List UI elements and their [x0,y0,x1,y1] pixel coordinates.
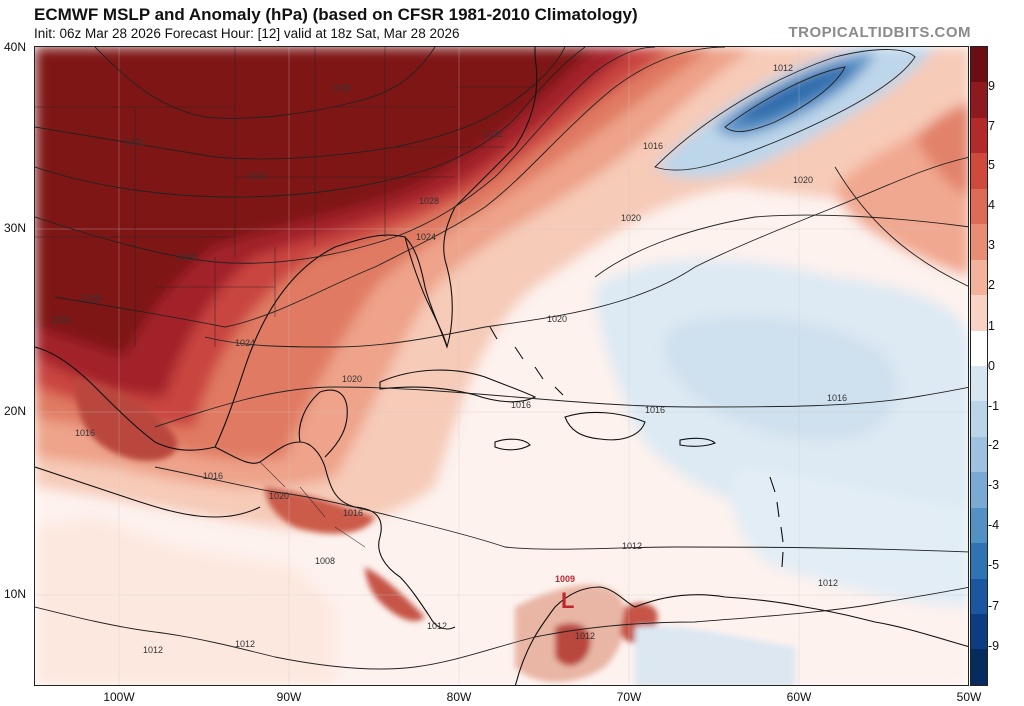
svg-text:1020: 1020 [793,175,813,185]
colorbar-tick-label: -5 [988,558,1000,572]
svg-text:1020: 1020 [269,491,289,501]
lat-label-30n: 30N [4,221,27,235]
isobar-labels: 1036 1032 1032 1032 1028 1028 1028 1024 … [51,63,847,655]
colorbar-swatch [971,614,987,650]
svg-text:1020: 1020 [547,314,567,324]
colorbar-tick-label: -4 [988,518,1000,532]
svg-text:1009: 1009 [555,574,575,584]
anomaly-colorbar [970,46,1020,686]
colorbar-swatch [971,578,987,614]
colorbar-tick-label: -2 [988,438,1000,452]
svg-text:1032: 1032 [483,129,503,139]
source-watermark[interactable]: TROPICALTIDBITS.COM [788,24,971,41]
lon-label-70w: 70W [616,690,642,704]
svg-text:L: L [561,588,574,613]
colorbar-swatch [971,117,987,154]
anomaly-shading [35,47,968,685]
colorbar-tick-label: 7 [988,119,995,133]
svg-text:1008: 1008 [315,556,335,566]
svg-text:1032: 1032 [247,171,267,181]
svg-text:1024: 1024 [416,232,436,242]
colorbar-swatch [971,436,987,473]
anomaly-map: 1036 1032 1032 1032 1028 1028 1028 1024 … [34,46,969,686]
colorbar-tick-label: 0 [988,359,995,373]
svg-text:1016: 1016 [75,428,95,438]
map-canvas: 1036 1032 1032 1032 1028 1028 1028 1024 … [35,47,968,685]
map-title: ECMWF MSLP and Anomaly (hPa) (based on C… [34,5,638,24]
svg-text:1016: 1016 [643,141,663,151]
lon-label-80w: 80W [446,690,472,704]
lon-label-50w: 50W [956,690,982,704]
terrain-anomaly [75,377,795,685]
svg-text:1012: 1012 [575,631,595,641]
colorbar-swatch [971,365,987,402]
colorbar-swatch [971,472,987,508]
colorbar-tick-label: -7 [988,599,1000,613]
svg-text:1012: 1012 [143,645,163,655]
svg-text:1012: 1012 [622,541,642,551]
lon-label-100w: 100W [103,690,135,704]
svg-text:1016: 1016 [511,400,531,410]
svg-text:1036: 1036 [331,83,351,93]
svg-text:1016: 1016 [203,471,223,481]
colorbar-swatch [971,153,987,189]
colorbar-swatch [971,188,987,225]
colorbar-tick-label: 2 [988,278,995,292]
state-borders [35,47,535,548]
colorbar-swatch [971,47,987,83]
colorbar-swatch [971,82,987,118]
svg-text:1012: 1012 [235,639,255,649]
lat-label-10n: 10N [4,587,27,601]
colorbar-swatch [971,259,987,296]
svg-text:1028: 1028 [81,293,101,303]
svg-text:1028: 1028 [177,252,197,262]
colorbar-tick-label: 9 [988,79,995,93]
colorbar-tick-label: -9 [988,639,1000,653]
svg-text:1020: 1020 [342,374,362,384]
svg-text:1020: 1020 [621,213,641,223]
graticule [35,47,968,685]
colorbar-tick-label: 4 [988,198,995,212]
colorbar-swatch [971,330,987,366]
colorbar-tick-label: 3 [988,238,995,252]
isobars [35,47,968,670]
svg-text:1016: 1016 [827,393,847,403]
svg-text:1016: 1016 [645,405,665,415]
svg-text:1012: 1012 [818,578,838,588]
colorbar-swatch [971,224,987,260]
colorbar-tick-label: 5 [988,158,995,172]
colorbar-tick-label: -3 [988,478,1000,492]
colorbar-swatch [971,295,987,331]
svg-text:1012: 1012 [427,621,447,631]
low-pressure-marker: L 1009 [555,574,575,613]
svg-text:1016: 1016 [343,508,363,518]
lon-label-60w: 60W [786,690,812,704]
colorbar-swatch [971,649,987,685]
svg-text:1028: 1028 [419,196,439,206]
forecast-info: Init: 06z Mar 28 2026 Forecast Hour: [12… [34,26,460,41]
colorbar-swatch [971,401,987,437]
lat-label-20n: 20N [4,404,27,418]
svg-text:1012: 1012 [773,63,793,73]
lon-label-90w: 90W [276,690,302,704]
colorbar-swatch [971,543,987,579]
colorbar-tick-label: 1 [988,319,995,333]
lat-label-40n: 40N [4,40,27,54]
svg-text:1024: 1024 [235,338,255,348]
svg-text:1024: 1024 [51,315,71,325]
colorbar-tick-label: -1 [988,399,1000,413]
svg-text:1032: 1032 [125,137,145,147]
colorbar-swatch [971,507,987,544]
